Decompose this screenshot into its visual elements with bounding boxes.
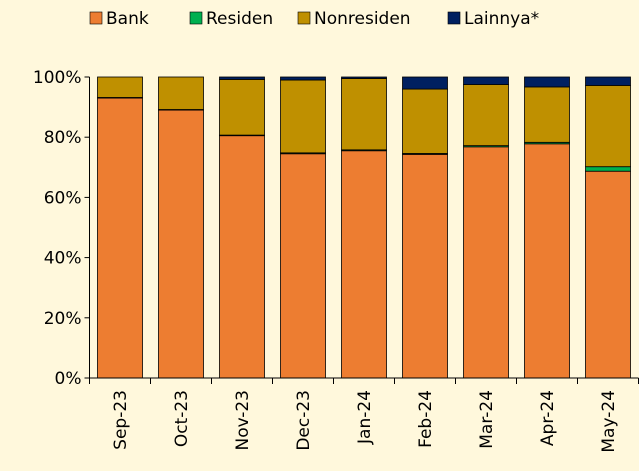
legend-swatch bbox=[89, 11, 103, 25]
bar-segment bbox=[463, 84, 509, 147]
legend-label: Nonresiden bbox=[314, 9, 411, 29]
x-tick-label: Nov-23 bbox=[233, 390, 253, 451]
y-tick-label: 60% bbox=[44, 188, 82, 208]
y-tick-label: 20% bbox=[44, 309, 82, 329]
bar-segment bbox=[524, 86, 570, 143]
legend-label: Residen bbox=[206, 9, 273, 29]
bar-segment bbox=[341, 76, 387, 79]
bar-segment bbox=[97, 76, 143, 98]
y-tick-label: 100% bbox=[33, 68, 82, 88]
x-tick-label: Mar-24 bbox=[477, 390, 497, 449]
x-tick-label: Oct-23 bbox=[172, 390, 192, 447]
bar-segment bbox=[524, 76, 570, 88]
bar-segment bbox=[463, 76, 509, 85]
bar-segment bbox=[402, 76, 448, 90]
bar-segment bbox=[97, 97, 143, 379]
y-tick-label: 0% bbox=[55, 369, 82, 389]
bar-segment bbox=[280, 79, 326, 154]
x-tick-label: Sep-23 bbox=[111, 390, 131, 450]
bar-segment bbox=[219, 135, 265, 379]
legend-label: Lainnya* bbox=[464, 9, 539, 29]
bar-segment bbox=[585, 170, 631, 379]
bar-segment bbox=[585, 166, 631, 172]
bar-segment bbox=[280, 153, 326, 379]
bar-segment bbox=[402, 153, 448, 379]
bar-segment bbox=[585, 76, 631, 86]
bar-segment bbox=[341, 78, 387, 151]
y-tick-label: 40% bbox=[44, 249, 82, 269]
bar-segment bbox=[585, 85, 631, 168]
bar-segment bbox=[158, 109, 204, 379]
legend-swatch bbox=[447, 11, 461, 25]
x-tick-label: Feb-24 bbox=[416, 390, 436, 448]
x-tick-label: Apr-24 bbox=[538, 390, 558, 446]
bar-segment bbox=[341, 150, 387, 379]
bar-segment bbox=[280, 76, 326, 81]
x-tick-label: Dec-23 bbox=[294, 390, 314, 451]
bar-segment bbox=[158, 76, 204, 110]
x-tick-label: Jan-24 bbox=[355, 390, 375, 445]
bar-segment bbox=[219, 76, 265, 80]
bar-segment bbox=[524, 143, 570, 379]
bar-segment bbox=[463, 146, 509, 379]
bar-segment bbox=[219, 79, 265, 136]
bar-segment bbox=[402, 88, 448, 154]
legend-swatch bbox=[189, 11, 203, 25]
legend-swatch bbox=[297, 11, 311, 25]
legend-label: Bank bbox=[106, 9, 149, 29]
y-tick-label: 80% bbox=[44, 128, 82, 148]
x-tick-label: May-24 bbox=[599, 390, 619, 453]
